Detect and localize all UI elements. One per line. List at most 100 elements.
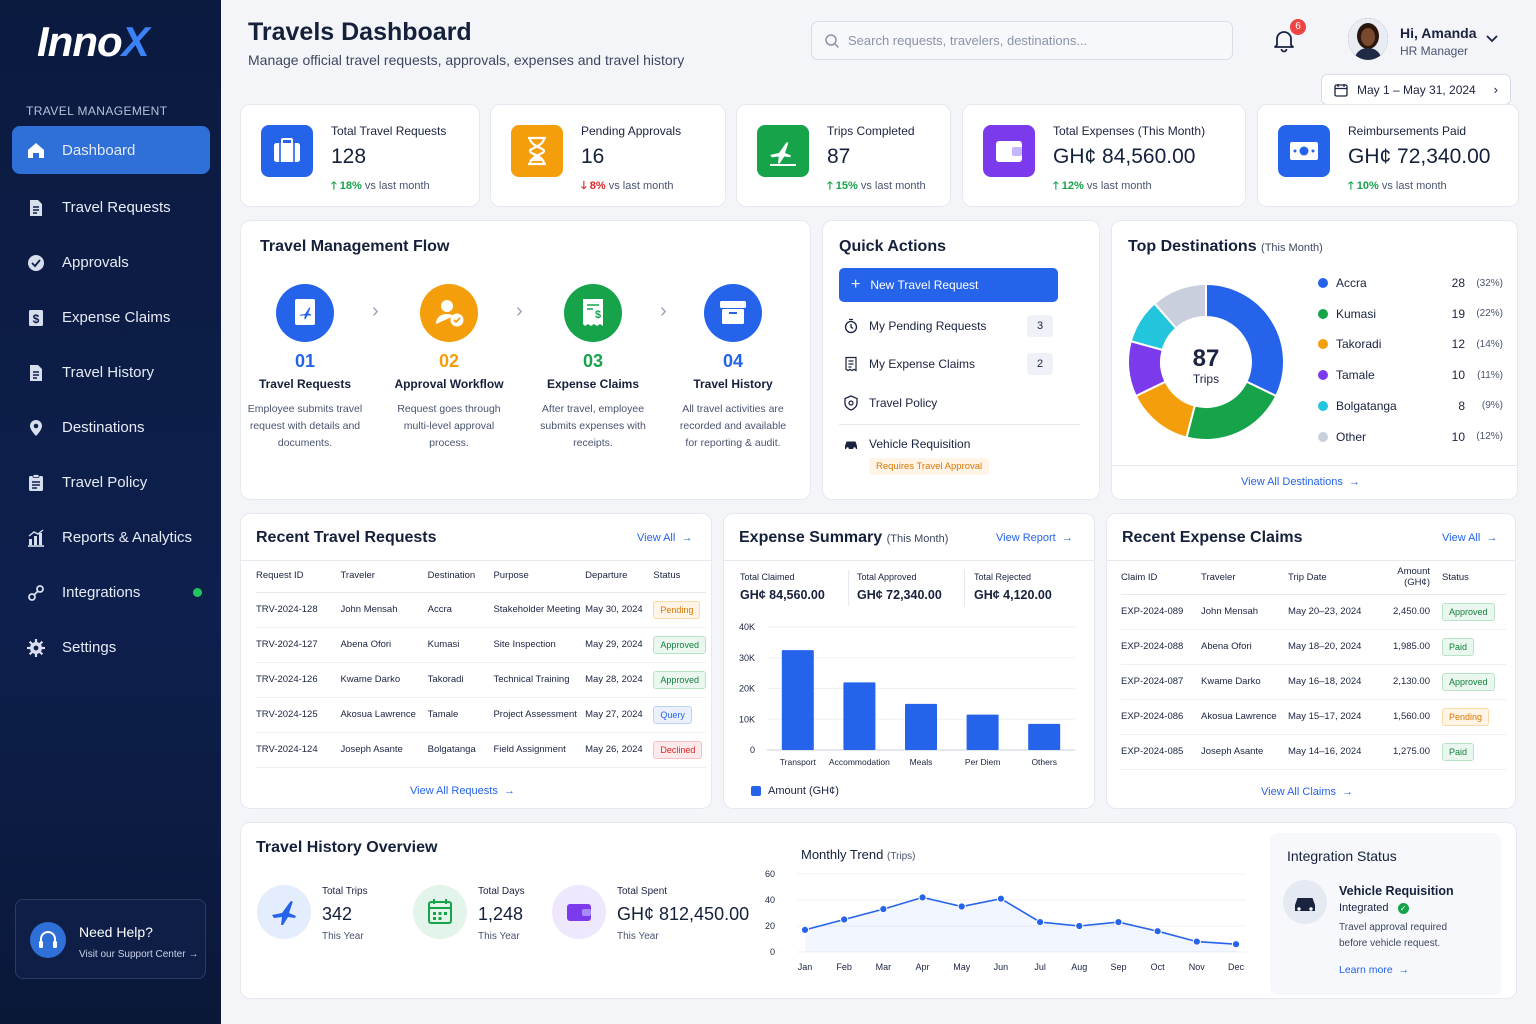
sidebar-item-travel-requests[interactable]: Travel Requests [12,180,210,235]
table-row[interactable]: EXP-2024-089 John Mensah May 20–23, 2024 2,… [1121,594,1506,630]
trend-area [805,897,1236,952]
view-all-destinations-link[interactable]: View All Destinations → [1241,476,1361,488]
stat-delta-text: vs last month [364,180,430,192]
total-approved-value: GH¢ 72,340.00 [857,588,942,602]
date-range-picker[interactable]: May 1 – May 31, 2024 › [1321,74,1511,105]
calendar-icon [1334,83,1348,97]
table-row[interactable]: TRV-2024-126 Kwame Darko Takoradi Technical… [256,662,706,698]
cell-text: Tamale [427,709,459,720]
sidebar-item-dashboard[interactable]: Dashboard [12,126,210,174]
destination-name: Other [1336,429,1367,444]
learn-more-link[interactable]: Learn more → [1339,964,1410,976]
cell-text: EXP-2024-087 [1121,676,1184,687]
table-cell: TRV-2024-126 [256,662,341,698]
cell-text: May 27, 2024 [585,709,643,720]
stat-delta-percent: 12% [1061,180,1084,192]
stat-card-1[interactable]: Total Travel Requests 128 🡑 18% vs last mo… [240,104,480,207]
view-all-requests-top-link[interactable]: View All → [637,532,693,544]
chevron-down-icon[interactable] [1484,32,1500,46]
stat-card-3[interactable]: Trips Completed 87 🡑 15% vs last month [736,104,951,207]
my-expense-claims-item[interactable]: My Expense Claims [843,356,1058,372]
document-icon [30,199,42,216]
destination-count: 28 [1451,276,1465,290]
view-report-link[interactable]: View Report → [996,532,1073,544]
bar-others [1028,723,1061,750]
avatar[interactable] [1348,18,1388,60]
sidebar-item-label: Integrations [62,584,141,601]
bell-icon[interactable] [1271,27,1297,53]
donut-center-value: 87 [1192,345,1220,372]
table-cell: May 15–17, 2024 [1288,699,1370,735]
chevron-right-icon[interactable]: › [1493,82,1498,97]
table-header-row: Request ID Traveler Destination Purpose Depa… [256,559,706,593]
table-row[interactable]: EXP-2024-086 Akosua Lawrence May 15–17, 20… [1121,699,1506,735]
travel-policy-item[interactable]: Travel Policy [843,395,1058,411]
y-tick-label: 20 [765,921,775,931]
table-cell: Paid [1442,629,1506,665]
trend-line [804,896,1237,945]
stat-card-4[interactable]: Total Expenses (This Month) GH¢ 84,560.00… [962,104,1246,207]
search-input[interactable]: Search requests, travelers, destinations… [811,21,1233,60]
donut-slice-kumasi [1185,380,1278,441]
sidebar-item-approvals[interactable]: Approvals [12,235,210,290]
table-row[interactable]: TRV-2024-124 Joseph Asante Bolgatanga Field… [256,732,706,768]
analytics-icon [28,528,44,547]
status-badge: Approved [653,670,706,689]
table-row[interactable]: EXP-2024-085 Joseph Asante May 14–16, 2024… [1121,734,1506,770]
table-cell: 1,275.00 [1370,734,1442,770]
view-all-claims-top-link[interactable]: View All → [1442,532,1498,544]
total-rejected-value: GH¢ 4,120.00 [974,588,1052,602]
support-center-link[interactable]: Visit our Support Center → [79,949,199,960]
table-row[interactable]: TRV-2024-125 Akosua Lawrence Tamale Project… [256,697,706,733]
table-cell: Pending [1442,699,1506,735]
sidebar-item-label: Travel Requests [62,199,171,216]
sidebar-item-label: Reports & Analytics [62,529,193,546]
logo[interactable]: InnoX [37,18,150,65]
my-expense-claims-label: My Expense Claims [869,357,976,371]
car-icon [1283,880,1327,924]
recent-requests-title: Recent Travel Requests [256,529,437,546]
destination-percent: (12%) [1476,431,1503,442]
table-row[interactable]: EXP-2024-087 Kwame Darko May 16–18, 2024 2,… [1121,664,1506,700]
view-all-claims-link[interactable]: View All Claims → [1261,786,1354,798]
arrow-up-icon: 🡑 [1053,180,1062,192]
table-row[interactable]: TRV-2024-128 John Mensah Accra Stakeholder … [256,592,706,628]
cell-text: May 29, 2024 [585,639,643,650]
expense-bar-chart: 0 10K 20K 30K 40K Transport Accommodation Meals… [739,622,1075,767]
legend-dot [1318,339,1328,350]
bar-accommodation [843,682,876,750]
x-tick-label: Meals [910,757,933,767]
chevron-right-icon: › [516,300,523,322]
sidebar-item-expense-claims[interactable]: $ Expense Claims [12,290,210,345]
sidebar-item-reports-analytics[interactable]: Reports & Analytics [12,510,210,565]
destination-percent: (32%) [1476,277,1503,289]
new-travel-request-button[interactable]: + New Travel Request [839,268,1058,302]
stat-card-5[interactable]: Reimbursements Paid GH¢ 72,340.00 🡑 10% vs… [1257,104,1519,207]
view-all-requests-link[interactable]: View All Requests → [410,785,515,797]
sidebar-nav: Dashboard Travel Requests Approvals $ Expens… [12,126,210,675]
sidebar-item-travel-policy[interactable]: Travel Policy [12,455,210,510]
vehicle-requisition-label: Vehicle Requisition [869,437,971,451]
sidebar-item-destinations[interactable]: Destinations [12,400,210,455]
table-row[interactable]: EXP-2024-088 Abena Ofori May 18–20, 2024 1,… [1121,629,1506,665]
status-badge: Approved [1442,672,1495,691]
table-cell: Site Inspection [493,627,586,663]
y-tick-label: 10K [739,714,755,724]
recent-claims-title: Recent Expense Claims [1122,529,1303,546]
sidebar-item-integrations[interactable]: Integrations [12,565,210,620]
sidebar-item-travel-history[interactable]: Travel History [12,345,210,400]
help-card[interactable]: Need Help? Visit our Support Center → [15,899,206,979]
my-pending-requests-item[interactable]: My Pending Requests [843,318,1058,334]
stat-card-2[interactable]: Pending Approvals 16 🡓 8% vs last month [490,104,726,207]
vehicle-requisition-item[interactable]: Vehicle Requisition [843,436,1058,452]
table-cell: Bolgatanga [427,732,494,768]
arrow-down-icon: 🡓 [581,180,590,192]
table-row[interactable]: TRV-2024-127 Abena Ofori Kumasi Site Inspec… [256,627,706,663]
cell-text: 2,450.00 [1393,606,1430,617]
user-role: HR Manager [1400,44,1469,58]
x-tick-label: Jul [1034,962,1046,972]
sidebar-item-settings[interactable]: Settings [12,620,210,675]
requires-approval-badge: Requires Travel Approval [869,458,990,475]
integration-desc-line1: Travel approval required [1339,922,1448,933]
stat-delta-percent: 8% [589,180,606,192]
